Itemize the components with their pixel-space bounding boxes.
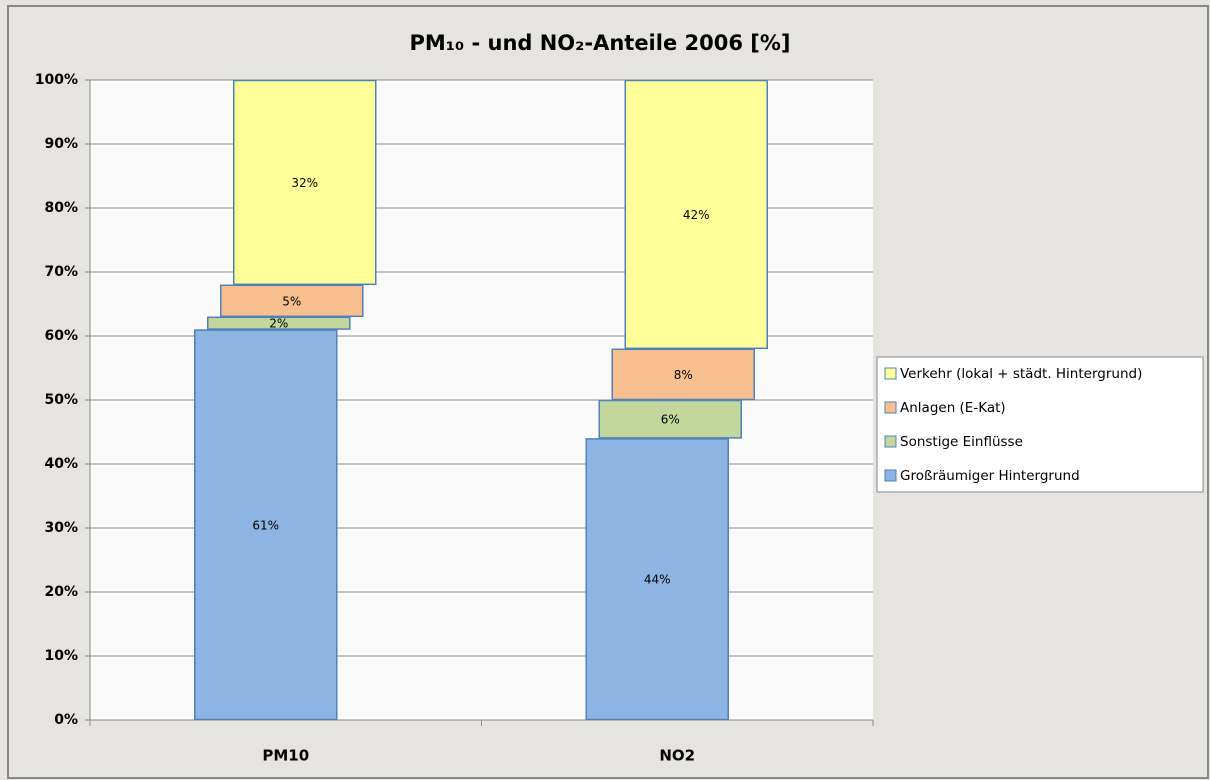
bar-segment: [585, 438, 729, 721]
bar-segment: [194, 329, 338, 721]
legend-swatch: [884, 401, 897, 414]
chart-title: PM₁₀ - und NO₂-Anteile 2006 [%]: [409, 31, 790, 55]
legend-swatch: [884, 367, 897, 380]
y-tick-label: 100%: [35, 72, 78, 88]
y-tick-label: 40%: [44, 456, 78, 472]
value-label: 42%: [683, 208, 710, 222]
y-tick-label: 50%: [44, 392, 78, 408]
y-tick-label: 90%: [44, 136, 78, 152]
bar-segment: [220, 284, 364, 318]
value-label: 8%: [674, 368, 693, 382]
value-label: 2%: [269, 317, 288, 331]
y-tick-label: 80%: [44, 200, 78, 216]
legend-swatch: [884, 469, 897, 482]
bar-segment: [207, 316, 351, 330]
value-label: 6%: [661, 413, 680, 427]
x-tick-label: NO2: [659, 747, 695, 765]
value-label: 5%: [282, 294, 301, 308]
value-label: 44%: [644, 573, 671, 587]
value-label: 32%: [291, 176, 318, 190]
bar-segment: [611, 348, 755, 401]
bar-segment: [624, 79, 768, 350]
y-tick-label: 30%: [44, 520, 78, 536]
y-tick-label: 0%: [54, 712, 78, 728]
y-tick-label: 60%: [44, 328, 78, 344]
y-tick-label: 70%: [44, 264, 78, 280]
legend: [876, 356, 1204, 493]
x-tick-label: PM10: [262, 747, 309, 765]
legend-label: Verkehr (lokal + städt. Hintergrund): [900, 366, 1142, 382]
y-tick-label: 20%: [44, 584, 78, 600]
legend-label: Großräumiger Hintergrund: [900, 468, 1080, 484]
bar-segment: [598, 399, 742, 439]
y-tick-label: 10%: [44, 648, 78, 664]
legend-swatch: [884, 435, 897, 448]
legend-label: Sonstige Einflüsse: [900, 434, 1023, 450]
legend-label: Anlagen (E-Kat): [900, 400, 1006, 416]
value-label: 61%: [252, 518, 279, 532]
bar-segment: [233, 79, 377, 286]
